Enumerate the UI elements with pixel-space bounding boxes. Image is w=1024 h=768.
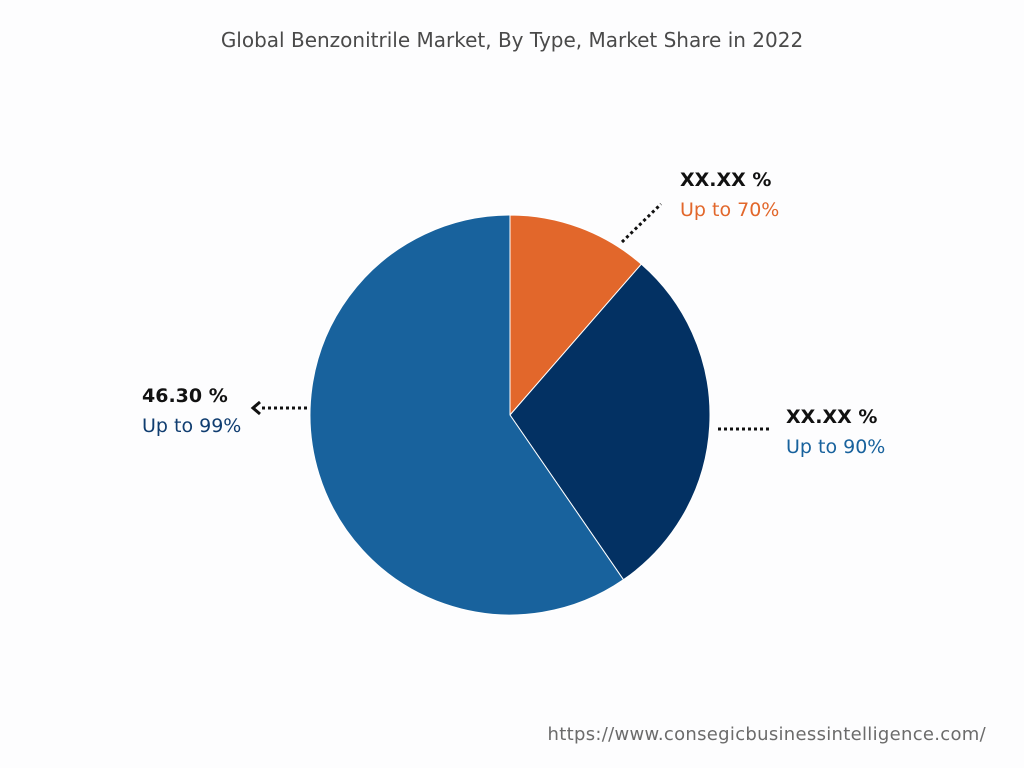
source-url: https://www.consegicbusinessintelligence… (547, 724, 986, 745)
pie-slice-up-to-99 (309, 214, 625, 616)
slice-value: XX.XX % (680, 169, 772, 191)
pie-slice-up-to-90 (509, 263, 711, 581)
arrow-left-icon (250, 400, 261, 416)
chart-title: Global Benzonitrile Market, By Type, Mar… (220, 28, 804, 52)
slice-label-up-to-70: XX.XX % Up to 70% (680, 165, 779, 225)
slice-label-up-to-90: XX.XX % Up to 90% (786, 402, 885, 462)
slice-value: 46.30 % (142, 385, 228, 407)
leader-lines (250, 202, 772, 431)
leader-line-up-to-70 (620, 202, 663, 244)
pie-slice-up-to-70 (509, 214, 643, 417)
slice-range: Up to 90% (786, 436, 886, 458)
slice-label-up-to-99: 46.30 % Up to 99% (142, 381, 241, 441)
slice-value: XX.XX % (786, 406, 878, 428)
slice-range: Up to 70% (680, 199, 780, 221)
slice-range: Up to 99% (142, 415, 242, 437)
pie-slices (309, 214, 711, 616)
